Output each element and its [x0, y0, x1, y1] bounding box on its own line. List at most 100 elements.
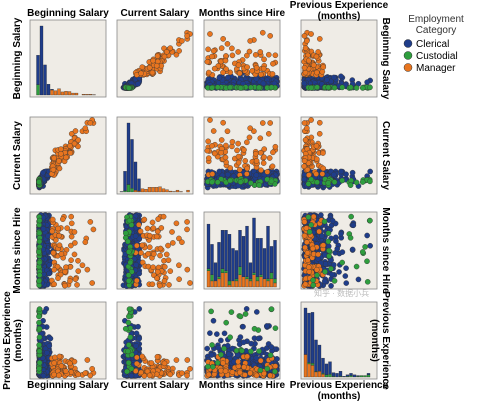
point-manager [220, 36, 226, 42]
hist-bar-manager [168, 190, 173, 193]
point-manager [63, 154, 69, 161]
point-manager [170, 240, 176, 246]
point-manager [220, 69, 226, 76]
point-clerical [334, 246, 341, 252]
hist-bar-custodial [273, 278, 277, 284]
point-manager [229, 143, 235, 150]
point-manager [146, 244, 153, 251]
point-manager [139, 242, 146, 249]
hist-bar-custodial [245, 276, 249, 280]
point-custodial [36, 217, 43, 224]
hist-bar-clerical [123, 171, 127, 191]
hist-bar-manager [85, 94, 89, 96]
point-manager [158, 225, 165, 231]
point-manager [247, 38, 253, 44]
hist-bar-manager [140, 188, 145, 193]
point-custodial [227, 84, 233, 91]
point-manager [84, 357, 91, 363]
point-custodial [305, 214, 312, 220]
point-manager [207, 117, 213, 123]
point-manager [205, 138, 211, 145]
point-clerical [136, 306, 143, 312]
point-manager [179, 239, 185, 246]
point-manager [67, 360, 73, 367]
hist-bar-manager [259, 276, 263, 288]
point-manager [261, 154, 267, 160]
point-manager [72, 128, 79, 134]
point-manager [205, 155, 212, 161]
hist-bar-manager [217, 278, 221, 288]
point-clerical [133, 262, 139, 268]
point-manager [252, 150, 259, 157]
point-manager [58, 146, 64, 152]
point-manager [154, 53, 161, 59]
panel-2-0 [29, 211, 107, 290]
point-custodial [268, 84, 275, 91]
panel-0-1 [116, 19, 194, 98]
point-custodial [36, 359, 43, 366]
panel-1-0 [29, 116, 107, 195]
point-manager [209, 53, 215, 60]
point-custodial [367, 217, 373, 224]
point-manager [235, 49, 241, 55]
point-manager [167, 45, 174, 51]
point-custodial [331, 278, 338, 284]
point-custodial [36, 272, 43, 278]
point-manager [266, 155, 273, 161]
point-manager [211, 65, 218, 72]
point-custodial [367, 84, 373, 91]
hist-bar-manager [252, 274, 256, 288]
point-manager [304, 38, 310, 44]
point-manager [305, 57, 312, 64]
hist-bar-manager [64, 90, 68, 96]
point-custodial [310, 277, 316, 283]
point-clerical [321, 278, 328, 285]
hist-bar-manager [53, 90, 58, 96]
point-custodial [125, 238, 131, 245]
panel-0-0 [29, 19, 107, 98]
hist-bar-clerical [50, 89, 54, 91]
point-custodial [256, 182, 262, 188]
point-manager [56, 232, 62, 239]
point-custodial [209, 84, 215, 91]
point-custodial [348, 177, 354, 184]
hist-bar-manager [266, 280, 270, 288]
point-clerical [329, 271, 335, 278]
point-manager [265, 51, 272, 58]
point-manager [244, 165, 250, 172]
point-manager [316, 119, 323, 126]
point-manager [223, 53, 229, 59]
point-clerical [225, 171, 231, 178]
point-custodial [306, 229, 313, 235]
panel-0-3 [300, 19, 378, 98]
hist-bar-custodial [126, 184, 131, 193]
point-custodial [125, 272, 132, 278]
point-manager [220, 119, 226, 126]
point-clerical [343, 265, 349, 272]
point-clerical [364, 79, 370, 86]
point-custodial [237, 85, 244, 91]
point-custodial [364, 258, 370, 265]
point-clerical [330, 74, 337, 81]
point-manager [319, 68, 326, 75]
point-manager [260, 160, 267, 166]
hist-bar-custodial [238, 266, 242, 275]
point-manager [302, 137, 309, 143]
panel-2-1 [116, 211, 194, 290]
point-manager [264, 169, 271, 175]
hist-bar-manager [67, 91, 72, 96]
point-manager [58, 251, 65, 257]
point-manager [72, 276, 79, 283]
hist-bar-manager [165, 189, 169, 193]
point-custodial [347, 182, 354, 188]
hist-bar-manager [227, 284, 232, 288]
point-custodial [36, 365, 42, 372]
hist-bar-clerical [262, 248, 267, 280]
hist-bar-manager [88, 94, 93, 96]
point-manager [87, 372, 94, 379]
hist-bar-manager [147, 187, 152, 193]
point-clerical [333, 238, 339, 244]
point-manager [154, 268, 161, 275]
point-manager [224, 41, 231, 47]
